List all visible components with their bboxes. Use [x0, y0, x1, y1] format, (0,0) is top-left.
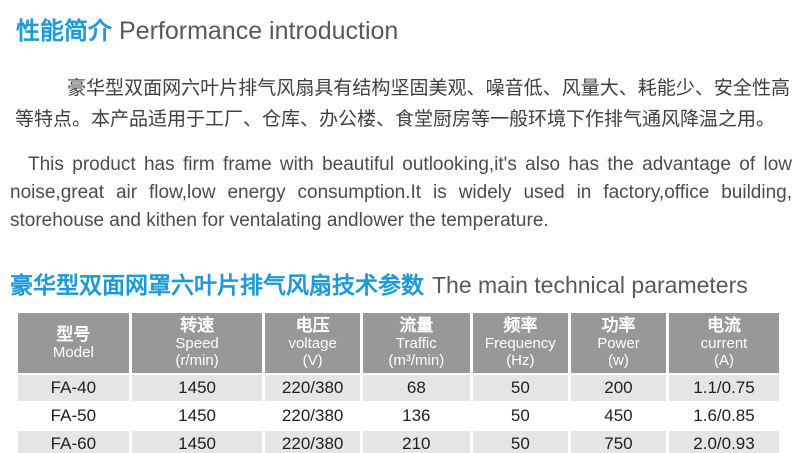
performance-intro-title-en: Performance introduction: [119, 17, 399, 45]
table-cell: 1.6/0.85: [669, 403, 779, 429]
column-header-frequency-unit: (Hz): [506, 352, 535, 369]
column-header-voltage-unit: (V): [302, 352, 323, 369]
table-cell: 220/380: [265, 403, 360, 429]
table-cell: 200: [570, 375, 666, 401]
document-page: 性能简介 Performance introduction 豪华型双面网六叶片排气…: [0, 14, 800, 453]
column-header-model-en: Model: [52, 343, 94, 361]
table-cell: 750: [570, 431, 666, 453]
intro-paragraph-english: This product has firm frame with beautif…: [10, 154, 792, 231]
table-cell: 450: [570, 403, 666, 429]
table-row-fa50: FA-50 1450 220/380 136 50 450 1.6/0.85: [18, 403, 779, 429]
column-header-traffic-unit: (m³/min): [388, 352, 445, 369]
column-header-current-zh: 电流: [707, 316, 741, 335]
column-header-speed-zh: 转速: [180, 316, 215, 335]
performance-intro-title-zh: 性能简介: [16, 18, 112, 45]
column-header-current-en: current: [700, 335, 748, 352]
column-header-traffic-en: Traffic: [395, 335, 437, 352]
column-header-frequency-en: Frequency: [484, 335, 556, 352]
table-cell: 1450: [131, 403, 263, 429]
column-header-voltage-zh: 电压: [295, 316, 330, 335]
column-header-traffic: 流量 Traffic (m³/min): [362, 313, 470, 373]
table-cell: 1.1/0.75: [669, 375, 779, 401]
table-cell: 1450: [131, 375, 263, 401]
performance-intro-title: 性能简介 Performance introduction: [16, 14, 786, 49]
technical-parameters-title-zh: 豪华型双面网罩六叶片排气风扇技术参数: [10, 272, 424, 298]
column-header-speed-en: Speed: [175, 335, 219, 352]
table-header-row: 型号 Model 转速 Speed (r/min) 电压 voltage (V)…: [18, 313, 779, 373]
technical-parameters-title-en: The main technical parameters: [432, 272, 748, 298]
column-header-speed-unit: (r/min): [175, 352, 219, 369]
column-header-power-zh: 功率: [601, 316, 636, 335]
table-cell: 220/380: [265, 431, 360, 453]
table-cell: FA-50: [18, 403, 129, 429]
column-header-frequency-zh: 频率: [503, 316, 538, 335]
column-header-current: 电流 current (A): [669, 313, 779, 373]
column-header-voltage: 电压 voltage (V): [265, 313, 360, 373]
table-cell: 220/380: [265, 375, 360, 401]
table-cell: 136: [362, 403, 470, 429]
column-header-traffic-zh: 流量: [399, 316, 434, 335]
table-cell: 1450: [131, 431, 263, 453]
column-header-power-en: Power: [597, 335, 640, 352]
column-header-model: 型号 Model: [18, 313, 129, 373]
column-header-current-unit: (A): [714, 352, 734, 369]
table-cell: FA-40: [18, 375, 129, 401]
table-cell: 2.0/0.93: [669, 431, 779, 453]
table-row-fa40: FA-40 1450 220/380 68 50 200 1.1/0.75: [18, 375, 779, 401]
table-cell: 50: [472, 431, 568, 453]
intro-paragraph-chinese: 豪华型双面网六叶片排气风扇具有结构坚固美观、噪音低、风量大、耗能少、安全性高等特…: [15, 78, 790, 130]
column-header-power: 功率 Power (w): [570, 313, 666, 373]
column-header-speed: 转速 Speed (r/min): [131, 313, 263, 373]
table-cell: 50: [472, 375, 568, 401]
column-header-frequency: 频率 Frequency (Hz): [472, 313, 568, 373]
table-cell: 50: [472, 403, 568, 429]
table-cell: 68: [362, 375, 470, 401]
column-header-model-zh: 型号: [56, 324, 91, 344]
technical-parameters-table: 型号 Model 转速 Speed (r/min) 电压 voltage (V)…: [15, 311, 782, 453]
table-cell: 210: [362, 431, 470, 453]
table-cell: FA-60: [18, 431, 129, 453]
column-header-power-unit: (w): [608, 352, 629, 369]
technical-parameters-title: 豪华型双面网罩六叶片排气风扇技术参数 The main technical par…: [10, 269, 786, 301]
table-row-fa60: FA-60 1450 220/380 210 50 750 2.0/0.93: [18, 431, 779, 453]
column-header-voltage-en: voltage: [288, 335, 337, 352]
